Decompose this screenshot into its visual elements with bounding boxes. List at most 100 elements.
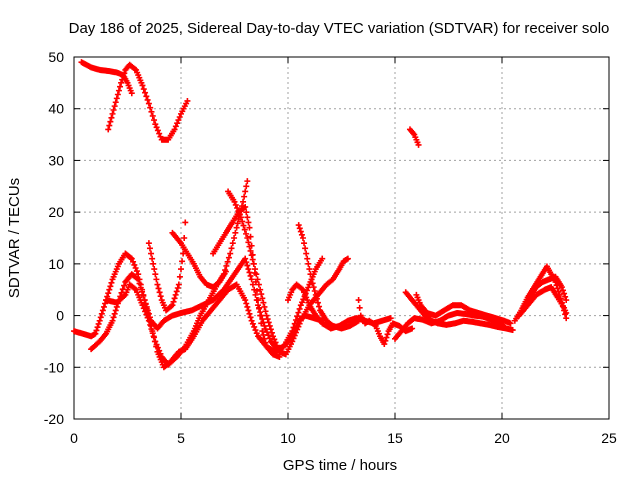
data-point <box>245 219 252 226</box>
data-point <box>105 290 112 297</box>
data-point <box>96 317 103 324</box>
data-point <box>140 305 147 312</box>
data-point <box>275 345 282 352</box>
data-point <box>306 266 313 273</box>
data-point <box>299 299 306 306</box>
data-point <box>144 314 151 321</box>
data-point <box>259 328 266 335</box>
data-point <box>305 260 312 267</box>
data-point <box>344 255 351 262</box>
data-point <box>563 297 570 304</box>
data-point <box>244 214 251 221</box>
data-point <box>169 302 176 309</box>
data-point <box>228 245 235 252</box>
data-point <box>297 302 304 309</box>
data-point <box>142 89 149 96</box>
data-point <box>156 289 163 296</box>
data-point <box>265 319 272 326</box>
data-point <box>242 255 249 262</box>
data-point <box>298 231 305 238</box>
data-point <box>245 239 252 246</box>
data-point <box>296 225 303 232</box>
data-point <box>303 250 310 257</box>
data-point <box>231 235 238 241</box>
data-point <box>561 290 568 297</box>
data-point <box>145 100 152 107</box>
series-s5 <box>88 255 326 371</box>
data-point <box>259 316 266 323</box>
data-point <box>147 321 154 328</box>
data-point <box>248 276 255 283</box>
data-point <box>137 284 144 291</box>
data-point <box>270 333 277 340</box>
data-point <box>355 317 362 324</box>
data-point <box>356 304 363 311</box>
data-point <box>249 320 256 327</box>
data-point <box>316 303 323 310</box>
data-point <box>140 292 147 299</box>
data-point <box>260 331 267 338</box>
plot-frame <box>73 56 610 420</box>
data-point <box>130 258 137 265</box>
data-point <box>276 353 283 360</box>
series-s3 <box>406 126 422 148</box>
data-point <box>258 291 265 298</box>
data-point <box>113 95 120 102</box>
data-point <box>97 314 104 321</box>
axis-ticks <box>73 56 610 420</box>
data-point <box>154 344 161 351</box>
data-point <box>244 262 251 269</box>
series-s9 <box>225 188 351 358</box>
data-point <box>257 312 264 319</box>
data-point <box>382 337 389 344</box>
data-point <box>140 86 147 93</box>
data-point <box>387 315 394 322</box>
y-tick-label: -20 <box>44 411 64 427</box>
data-point <box>297 228 304 235</box>
data-point <box>135 276 142 283</box>
data-point <box>257 286 264 293</box>
data-point <box>109 110 116 117</box>
data-point <box>383 334 390 341</box>
tick-labels: 0 5 10 15 20 25 -20 -10 0 10 20 30 40 50 <box>44 49 617 446</box>
data-point <box>250 260 257 267</box>
data-point <box>231 198 238 205</box>
data-point <box>247 233 254 240</box>
data-point <box>271 336 278 343</box>
data-point <box>156 130 163 137</box>
data-point <box>144 96 151 103</box>
data-point <box>102 300 109 307</box>
data-point <box>112 307 119 314</box>
data-point <box>110 314 117 321</box>
data-point <box>241 226 248 233</box>
data-point <box>225 254 232 261</box>
data-point <box>261 322 268 329</box>
data-point <box>308 276 315 283</box>
data-point <box>559 287 566 294</box>
data-point <box>222 268 229 275</box>
data-point <box>302 245 309 252</box>
data-point <box>249 251 256 258</box>
data-point <box>246 269 253 276</box>
x-tick-label: 5 <box>177 430 185 446</box>
data-point <box>239 218 246 225</box>
data-point <box>145 240 152 247</box>
data-point <box>147 104 154 111</box>
data-point <box>149 330 156 337</box>
data-point <box>242 188 249 195</box>
data-point <box>128 255 135 262</box>
data-point <box>314 299 321 306</box>
data-point <box>268 329 275 336</box>
x-axis-title: GPS time / hours <box>283 457 397 474</box>
data-point <box>173 288 180 295</box>
data-point <box>111 310 118 317</box>
data-point <box>245 307 252 314</box>
data-point <box>261 335 268 342</box>
data-point <box>127 254 134 261</box>
y-tick-label: 30 <box>48 152 64 168</box>
data-point <box>266 322 273 329</box>
data-point <box>247 314 254 321</box>
data-point <box>93 327 100 334</box>
data-point <box>172 123 179 130</box>
